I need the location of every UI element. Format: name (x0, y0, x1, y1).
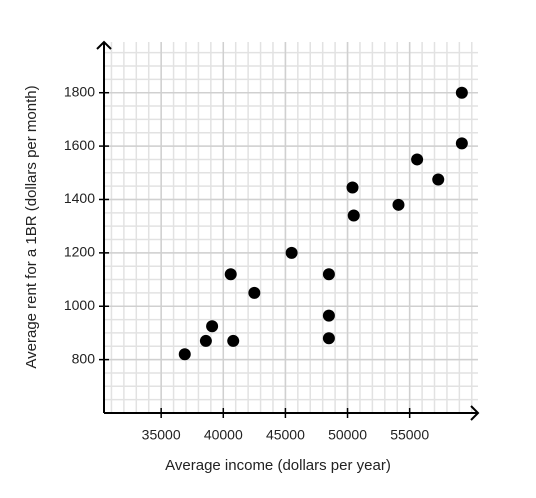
point (285, 246, 298, 259)
y-tick-label: 1200 (64, 244, 95, 260)
x-axis-label: Average income (dollars per year) (165, 457, 391, 474)
point (455, 137, 468, 150)
x-tick-label: 45000 (266, 427, 305, 443)
point (178, 348, 191, 361)
x-tick-label: 55000 (390, 427, 429, 443)
point (392, 198, 405, 211)
point (322, 268, 335, 281)
x-axis-arrow (470, 405, 480, 421)
point (206, 320, 219, 333)
point (224, 268, 237, 281)
x-tick-label: 40000 (204, 427, 243, 443)
y-tick-label: 1600 (64, 137, 95, 153)
point (227, 334, 240, 347)
point (411, 153, 424, 166)
point (322, 332, 335, 345)
y-axis-arrow (96, 40, 112, 50)
y-tick-label: 1400 (64, 190, 95, 206)
y-tick-label: 800 (72, 350, 96, 366)
point (199, 334, 212, 347)
point (432, 173, 445, 186)
point (248, 286, 261, 299)
point (455, 86, 468, 99)
x-tick-label: 50000 (328, 427, 367, 443)
point (346, 181, 359, 194)
y-tick-label: 1800 (64, 83, 95, 99)
y-axis-label: Average rent for a 1BR (dollars per mont… (23, 85, 40, 368)
y-tick-label: 1000 (64, 297, 95, 313)
x-tick-label: 35000 (142, 427, 181, 443)
point (347, 209, 360, 222)
point (322, 309, 335, 322)
